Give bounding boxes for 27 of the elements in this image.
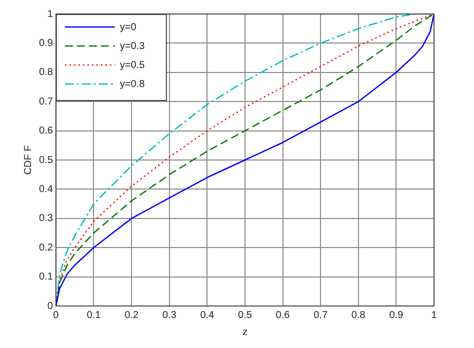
y-tick-label: 0.1 (38, 272, 54, 283)
x-tick-label: 0.3 (162, 310, 177, 321)
x-tick-label: 0.4 (200, 310, 215, 321)
x-tick-label: 0.2 (124, 310, 139, 321)
y-tick-label: 0.4 (38, 184, 54, 195)
y-tick-label: 0.9 (38, 38, 54, 49)
y-tick-label: 0.5 (38, 154, 54, 166)
x-tick-label: 0.5 (238, 310, 252, 321)
legend-label: y=0 (120, 22, 137, 33)
x-tick-label: 0.6 (276, 310, 290, 321)
y-tick-label: 0.7 (38, 96, 54, 108)
legend-label: y=0.5 (120, 60, 146, 71)
x-axis-title: z (242, 326, 248, 338)
y-tick-label: 0.6 (38, 126, 54, 137)
y-tick-label: 0 (47, 300, 54, 312)
y-tick-label: 0.3 (38, 213, 54, 224)
x-tick-label: 1 (431, 310, 438, 321)
x-tick-label: 0.8 (351, 310, 366, 321)
x-tick-label: 0.1 (86, 310, 102, 321)
legend-label: y=0.3 (120, 40, 146, 52)
y-tick-label: 1 (47, 8, 54, 20)
y-axis-title: CDF F (22, 145, 34, 175)
x-tick-label: 0.9 (389, 310, 404, 321)
y-tick-label: 0.2 (38, 242, 54, 254)
x-tick-label: 0.7 (314, 310, 328, 321)
y-tick-label: 0.8 (38, 67, 54, 78)
legend-label: y=0.8 (120, 78, 146, 90)
